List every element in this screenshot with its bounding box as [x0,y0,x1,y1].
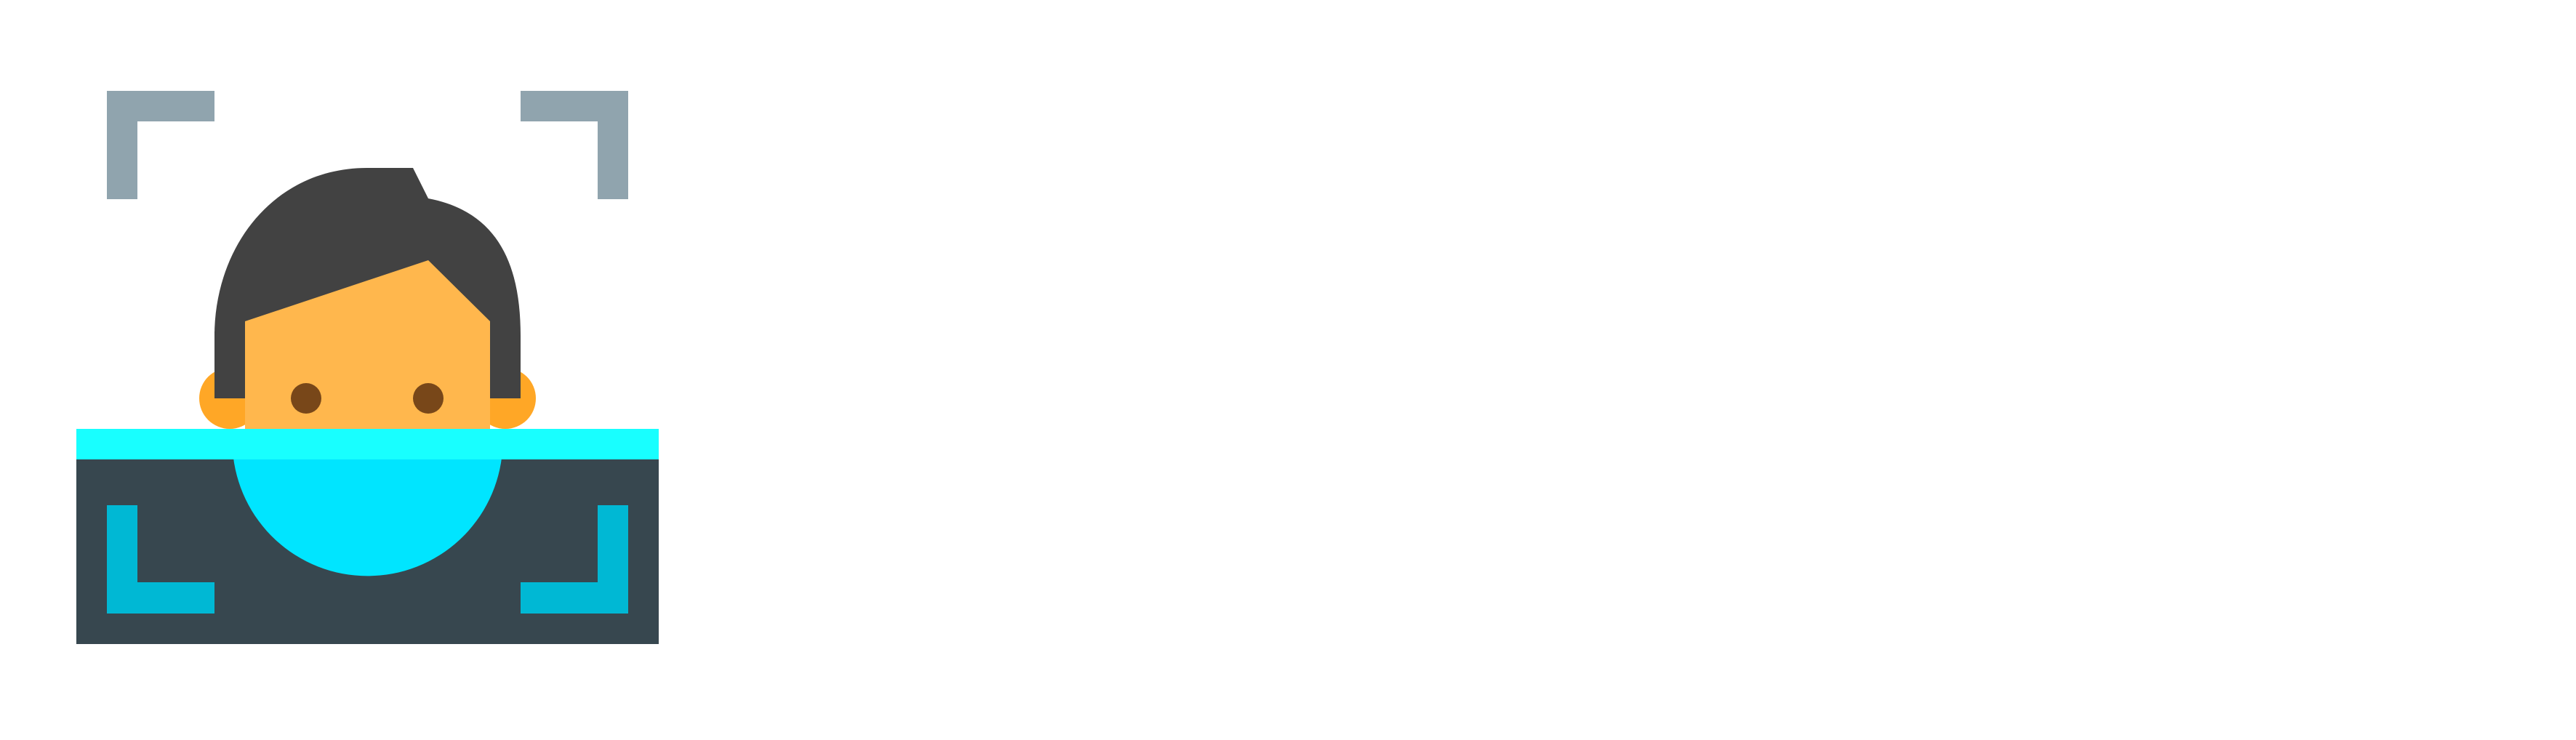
frame-corner-bottom-left [107,505,214,614]
left-eye [291,383,321,414]
frame-corner-top-right [521,91,628,199]
scan-light [233,451,502,576]
hair-left-side [214,321,245,397]
hair-right-side [490,321,521,397]
right-eye [413,383,444,414]
frame-corner-bottom-right [521,505,628,614]
frame-corner-top-left [107,91,214,199]
scan-line [76,429,659,459]
